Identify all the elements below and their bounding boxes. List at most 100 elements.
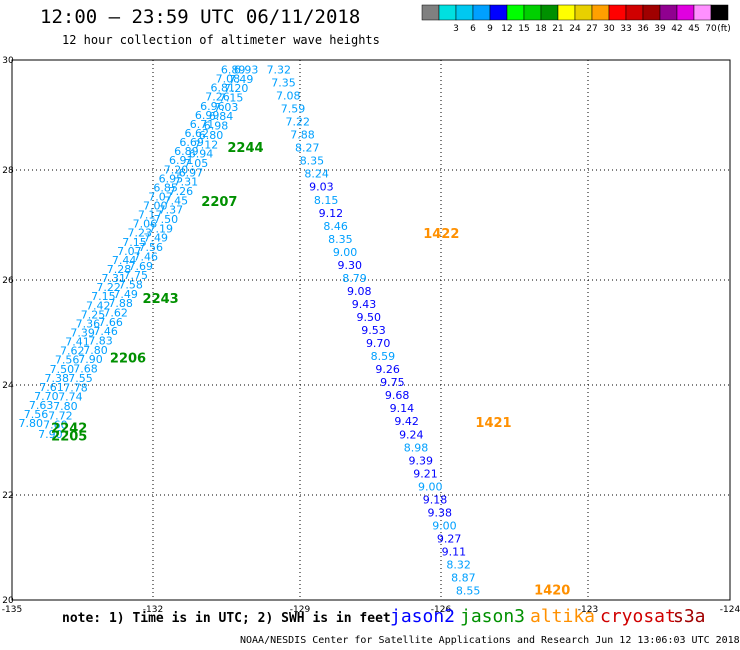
time-label: 2242 (51, 422, 87, 437)
wave-label-west-a: 7.56 (24, 408, 49, 421)
wave-label-west-b: 7.60 (43, 419, 67, 432)
wave-label-west-a: 7.39 (70, 327, 95, 340)
wave-label-west-a: 7.42 (86, 299, 111, 312)
wave-label-west-b: 7.12 (194, 138, 219, 151)
wave-label-west-a: 7.31 (102, 272, 127, 285)
time-label: 2244 (227, 141, 263, 156)
wave-label-east: 9.00 (432, 519, 457, 532)
colorbar-label: 70 (705, 24, 717, 34)
wave-label-east: 9.43 (352, 298, 377, 311)
wave-label-west-b: 7.15 (219, 92, 244, 105)
wave-label-west-b: 7.45 (164, 194, 189, 207)
wave-label-east: 8.98 (404, 441, 429, 454)
colorbar-swatch (625, 4, 644, 21)
chart-subtitle: 12 hour collection of altimeter wave hei… (62, 33, 380, 47)
colorbar-swatch (710, 4, 729, 21)
wave-label-west-a: 7.23 (127, 227, 151, 240)
colorbar-label: 30 (603, 24, 615, 34)
wave-label-west-a: 7.44 (112, 254, 137, 267)
colorbar-label: 36 (637, 24, 649, 34)
wave-label-east: 9.38 (427, 506, 452, 519)
wave-label-east: 8.79 (342, 272, 367, 285)
wave-label-west-b: 7.46 (134, 250, 159, 263)
wave-label-east: 8.55 (456, 585, 481, 598)
wave-label-west-a: 6.91 (169, 154, 194, 167)
colorbar-swatch (591, 4, 610, 21)
wave-label-west-b: 7.49 (144, 232, 169, 245)
wave-label-east: 8.32 (446, 559, 471, 572)
colorbar-swatch (574, 4, 593, 21)
x-tick-label: -124 (720, 605, 740, 615)
colorbar-label: 24 (569, 24, 581, 34)
colorbar-swatch (421, 4, 440, 21)
wave-label-west-a: 6.95 (159, 172, 184, 185)
wave-label-west-a: 6.89 (174, 145, 199, 158)
colorbar-swatch (506, 4, 525, 21)
wave-label-west-b: 6.97 (179, 166, 204, 179)
wave-label-west-a: 7.56 (55, 354, 80, 367)
wave-label-east: 9.00 (333, 246, 358, 259)
wave-label-east: 8.15 (314, 194, 339, 207)
wave-label-west-b: 6.80 (199, 129, 224, 142)
colorbar-label: 42 (671, 24, 682, 34)
wave-label-west-b: 7.83 (88, 335, 113, 348)
time-label: 1422 (423, 227, 459, 242)
y-tick-label: 30 (2, 56, 14, 66)
wave-label-east: 8.35 (328, 233, 353, 246)
wave-label-east: 9.53 (361, 324, 386, 337)
wave-label-west-b: 7.49 (229, 73, 254, 86)
colorbar-swatch (472, 4, 491, 21)
wave-label-east: 9.12 (319, 207, 344, 220)
wave-label-west-a: 7.50 (50, 363, 75, 376)
colorbar-swatch (557, 4, 576, 21)
wave-label-west-b: 7.66 (98, 316, 123, 329)
wave-label-west-b: 7.68 (73, 363, 98, 376)
wave-label-east: 9.27 (437, 532, 462, 545)
x-tick-label: -129 (290, 605, 311, 615)
y-tick-label: 26 (2, 276, 14, 286)
wave-label-west-b: 7.78 (63, 381, 88, 394)
wave-label-east: 8.87 (451, 572, 476, 585)
colorbar-label: 6 (470, 24, 476, 34)
wave-label-west-b: 7.19 (149, 222, 174, 235)
wave-label-east: 7.35 (271, 77, 296, 90)
wave-label-west-b: 7.56 (139, 241, 164, 254)
wave-label-west-a: 7.61 (39, 381, 64, 394)
wave-label-west-a: 6.99 (195, 109, 220, 122)
colorbar-swatch (676, 4, 695, 21)
colorbar-swatch (608, 4, 627, 21)
legend-s3a: s3a (673, 606, 706, 627)
wave-label-east: 9.68 (385, 389, 410, 402)
plot-frame (11, 59, 731, 601)
wave-label-west-a: 7.62 (60, 345, 84, 358)
colorbar-label: 12 (501, 24, 512, 34)
colorbar-swatch (438, 4, 457, 21)
wave-label-west-b: 7.80 (83, 344, 108, 357)
wave-label-west-a: 7.15 (91, 290, 116, 303)
colorbar-unit: (ft) (717, 24, 731, 34)
colorbar-swatch (693, 4, 712, 21)
wave-label-east: 9.70 (366, 337, 391, 350)
time-label: 2205 (51, 430, 87, 445)
legend-jason2: jason2 (390, 606, 456, 627)
wave-label-west-b: 6.93 (234, 64, 259, 77)
wave-label-east: 9.03 (309, 181, 334, 194)
x-tick-label: -132 (143, 605, 163, 615)
footer-note: note: 1) Time is in UTC; 2) SWH is in fe… (62, 611, 391, 626)
colorbar-label: 9 (487, 24, 493, 34)
wave-label-east: 9.08 (347, 285, 372, 298)
wave-label-east: 9.11 (442, 546, 467, 559)
wave-label-west-a: 7.26 (205, 91, 230, 104)
wave-label-west-a: 7.28 (107, 263, 132, 276)
colorbar-label: 33 (620, 24, 631, 34)
wave-label-west-a: 6.71 (190, 118, 215, 131)
legend-altika: altika (530, 606, 596, 627)
wave-label-west-a: 7.20 (164, 163, 189, 176)
colorbar-swatch (642, 4, 661, 21)
y-tick-label: 22 (2, 491, 13, 501)
credit-line: NOAA/NESDIS Center for Satellite Applica… (240, 635, 740, 646)
wave-label-east: 8.27 (295, 142, 320, 155)
wave-label-east: 9.75 (380, 376, 405, 389)
wave-label-east: 7.88 (290, 129, 315, 142)
